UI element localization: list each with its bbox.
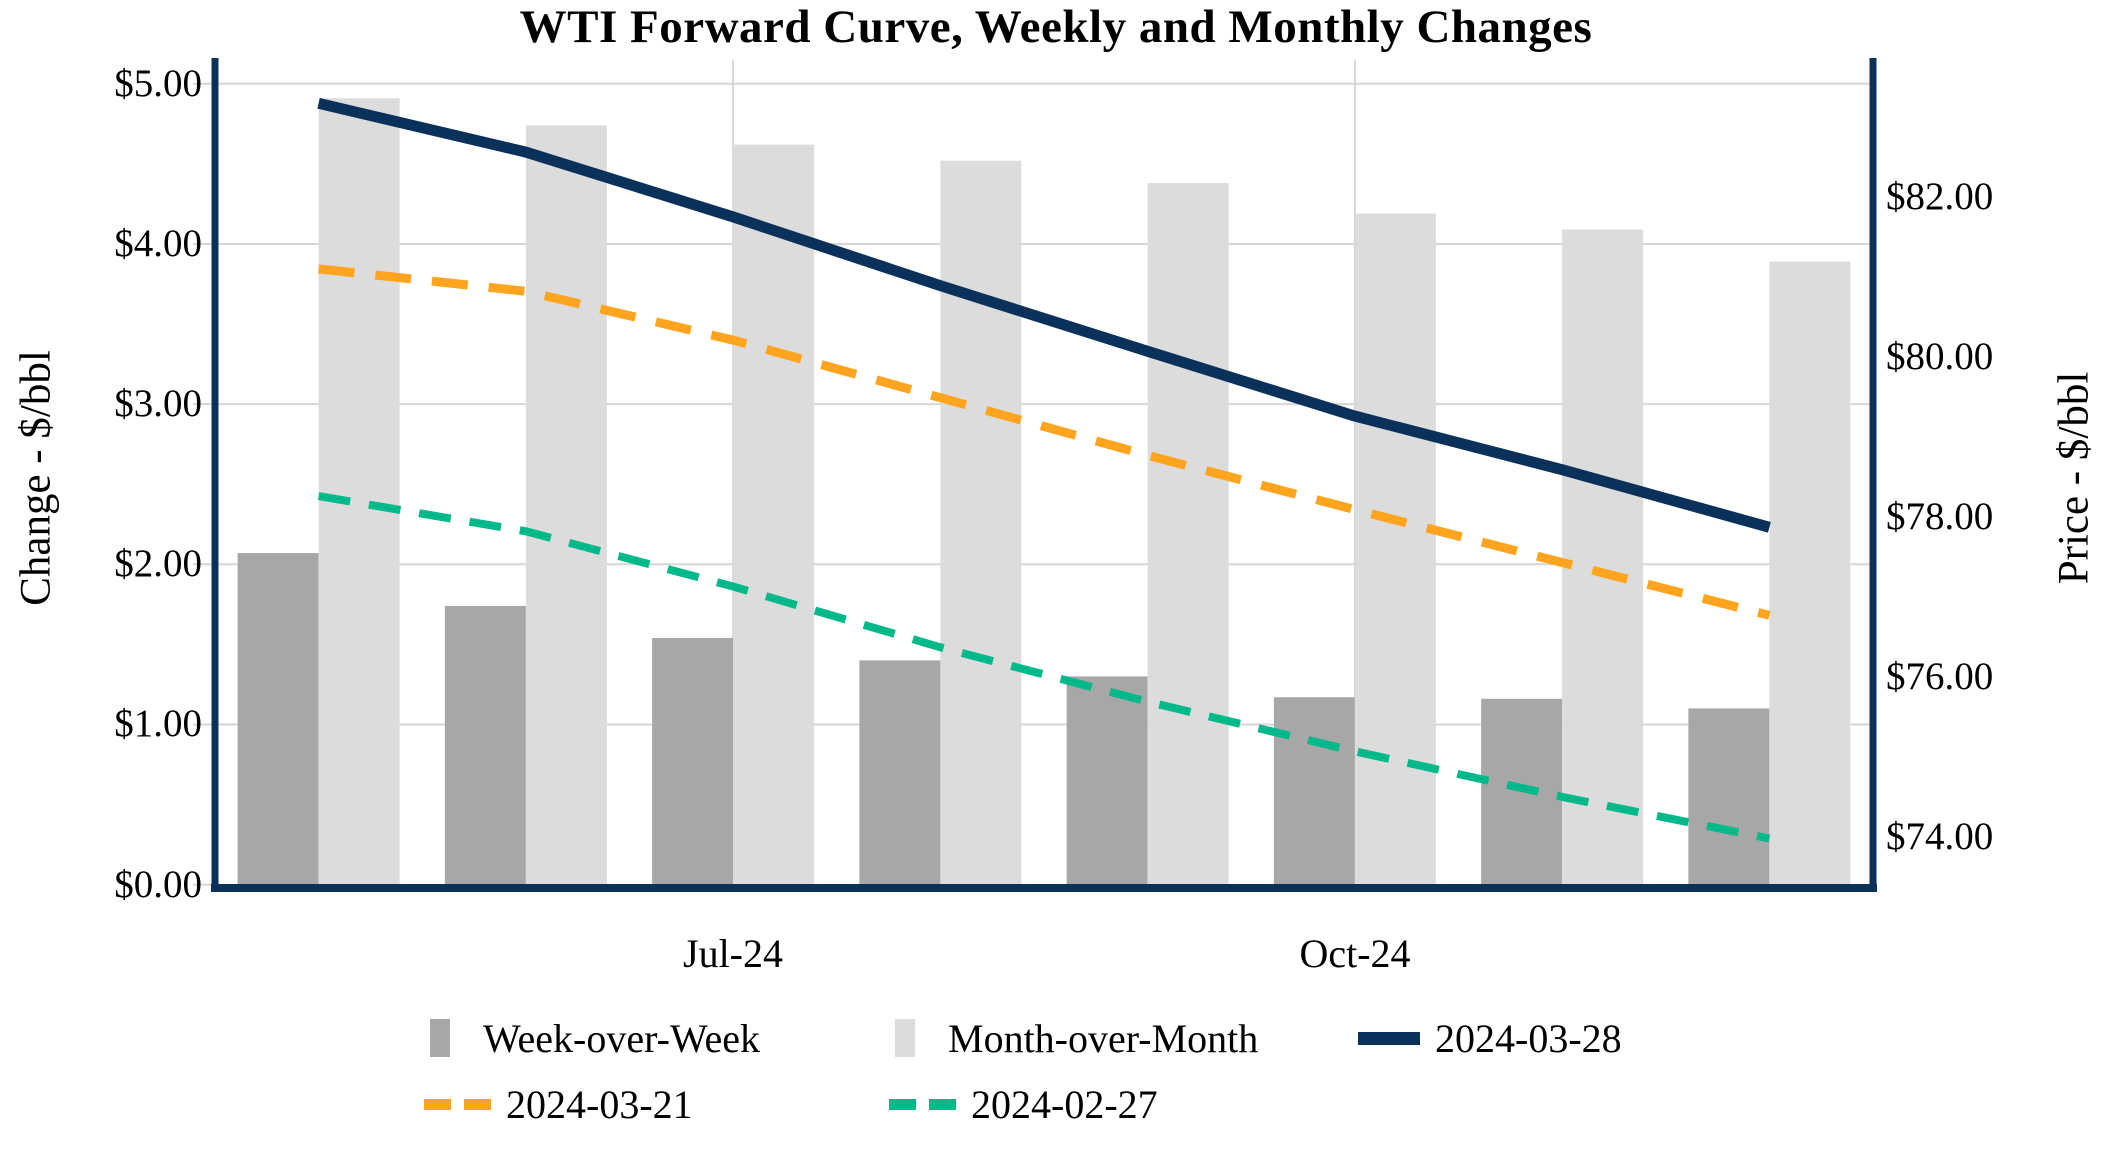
legend-swatch-2024-03-28 xyxy=(1358,1031,1420,1045)
legend-label: 2024-03-21 xyxy=(506,1081,693,1127)
right-axis-tick-label: $76.00 xyxy=(1886,655,1994,698)
bar-week-over-week xyxy=(237,553,319,886)
bar-month-over-month xyxy=(1562,229,1644,886)
chart-title: WTI Forward Curve, Weekly and Monthly Ch… xyxy=(519,1,1593,53)
left-axis-tick-label: $3.00 xyxy=(114,382,202,425)
bar-week-over-week xyxy=(1688,708,1770,886)
bar-month-over-month xyxy=(525,125,607,887)
legend-swatch-2024-02-27 xyxy=(889,1098,956,1110)
dash-segment xyxy=(929,1098,956,1110)
right-axis-tick-label: $74.00 xyxy=(1886,815,1994,858)
left-axis-tick-label: $0.00 xyxy=(114,863,202,906)
legend-label: Month-over-Month xyxy=(948,1015,1259,1061)
line-2024-03-21 xyxy=(318,264,1771,620)
left-axis-tick-label: $5.00 xyxy=(114,62,202,105)
bar-week-over-week xyxy=(859,660,941,886)
right-axis-tick-label: $78.00 xyxy=(1886,495,1994,538)
bar-week-over-week xyxy=(444,605,526,886)
legend-swatch-2024-03-21 xyxy=(424,1098,491,1110)
legend-label: 2024-02-27 xyxy=(971,1081,1158,1127)
bar-month-over-month xyxy=(1354,213,1436,886)
dash-segment xyxy=(424,1098,451,1110)
legend-swatch-week-over-week xyxy=(430,1019,450,1057)
dash-segment xyxy=(464,1098,491,1110)
x-axis-tick-label-oct-24: Oct-24 xyxy=(1299,931,1411,976)
dash-segment xyxy=(889,1098,916,1110)
legend-item-2024-03-28: 2024-03-28 xyxy=(1358,1012,1622,1064)
right-axis-tick-label: $82.00 xyxy=(1886,175,1994,218)
bar-month-over-month xyxy=(1769,261,1851,886)
legend-item-week-over-week: Week-over-Week xyxy=(430,1012,760,1064)
legend-label: Week-over-Week xyxy=(483,1015,761,1061)
left-axis-tick-label: $4.00 xyxy=(114,222,202,265)
legend-item-month-over-month: Month-over-Month xyxy=(895,1012,1258,1064)
legend-label: 2024-03-28 xyxy=(1435,1015,1622,1061)
left-axis-tick-label: $2.00 xyxy=(114,542,202,585)
line-2024-03-28 xyxy=(317,97,1771,533)
right-axis-title: Price - $/bbl xyxy=(2050,371,2098,585)
legend-item-2024-02-27: 2024-02-27 xyxy=(889,1078,1158,1130)
bar-week-over-week xyxy=(1066,676,1148,886)
legend-swatch-month-over-month xyxy=(895,1019,915,1057)
bar-week-over-week xyxy=(1481,698,1563,886)
legend-item-2024-03-21: 2024-03-21 xyxy=(424,1078,693,1130)
left-axis-tick-label: $1.00 xyxy=(114,702,202,745)
right-axis-tick-label: $80.00 xyxy=(1886,335,1994,378)
bar-month-over-month xyxy=(1147,183,1229,887)
x-axis-tick-label-jul-24: Jul-24 xyxy=(683,931,783,976)
bar-month-over-month xyxy=(940,160,1022,886)
bar-week-over-week xyxy=(1273,697,1355,886)
bar-month-over-month xyxy=(318,98,400,886)
bar-month-over-month xyxy=(733,144,815,887)
bar-week-over-week xyxy=(652,637,734,886)
line-2024-02-27 xyxy=(317,492,1771,843)
